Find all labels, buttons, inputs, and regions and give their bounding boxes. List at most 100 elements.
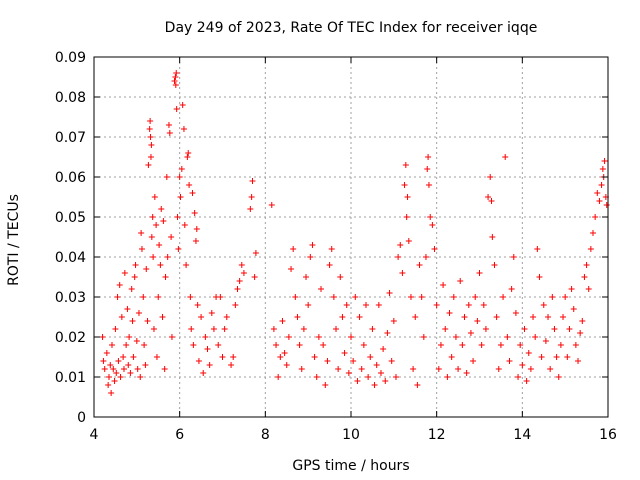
data-point bbox=[194, 302, 201, 308]
x-axis-title: GPS time / hours bbox=[292, 458, 409, 474]
data-point bbox=[99, 334, 106, 340]
data-point bbox=[252, 250, 259, 256]
data-point bbox=[183, 262, 190, 268]
data-point bbox=[318, 286, 325, 292]
data-points bbox=[99, 70, 610, 396]
data-point bbox=[337, 274, 344, 280]
data-point bbox=[373, 362, 380, 368]
data-point bbox=[188, 326, 195, 332]
data-point bbox=[566, 326, 573, 332]
data-point bbox=[386, 290, 393, 296]
data-point bbox=[587, 246, 594, 252]
data-point bbox=[515, 374, 522, 380]
data-point bbox=[168, 334, 175, 340]
data-point bbox=[506, 358, 513, 364]
data-point bbox=[521, 326, 528, 332]
data-point bbox=[187, 294, 194, 300]
data-point bbox=[164, 254, 171, 260]
data-point bbox=[281, 350, 288, 356]
y-tick-label: 0.05 bbox=[55, 210, 86, 226]
data-point bbox=[592, 214, 599, 220]
data-point bbox=[238, 262, 245, 268]
data-point bbox=[512, 310, 519, 316]
data-point bbox=[487, 174, 494, 180]
data-point bbox=[305, 302, 312, 308]
data-point bbox=[174, 214, 181, 220]
data-point bbox=[120, 354, 127, 360]
data-point bbox=[179, 102, 186, 108]
data-point bbox=[184, 154, 191, 160]
data-point bbox=[579, 318, 586, 324]
data-point bbox=[562, 294, 569, 300]
data-point bbox=[377, 370, 384, 376]
data-point bbox=[538, 354, 545, 360]
data-point bbox=[427, 214, 434, 220]
data-point bbox=[270, 326, 277, 332]
data-point bbox=[113, 370, 120, 376]
data-point bbox=[365, 374, 372, 380]
data-point bbox=[335, 366, 342, 372]
data-point bbox=[333, 326, 340, 332]
data-point bbox=[124, 306, 131, 312]
data-point bbox=[206, 362, 213, 368]
data-point bbox=[195, 358, 202, 364]
data-point bbox=[165, 122, 172, 128]
data-point bbox=[123, 342, 130, 348]
data-point bbox=[345, 370, 352, 376]
data-point bbox=[547, 366, 554, 372]
data-point bbox=[221, 326, 228, 332]
data-point bbox=[135, 310, 142, 316]
data-point bbox=[598, 182, 605, 188]
x-tick-label: 12 bbox=[428, 427, 446, 443]
data-point bbox=[176, 174, 183, 180]
data-point bbox=[437, 342, 444, 348]
data-point bbox=[313, 374, 320, 380]
data-point bbox=[273, 342, 280, 348]
data-point bbox=[500, 294, 507, 300]
data-point bbox=[488, 198, 495, 204]
data-point bbox=[236, 278, 243, 284]
data-point bbox=[178, 166, 185, 172]
data-point bbox=[527, 366, 534, 372]
data-point bbox=[283, 362, 290, 368]
data-point bbox=[551, 326, 558, 332]
data-point bbox=[121, 270, 128, 276]
data-point bbox=[502, 154, 509, 160]
data-point bbox=[403, 214, 410, 220]
data-point bbox=[455, 366, 462, 372]
data-point bbox=[402, 162, 409, 168]
data-point bbox=[268, 202, 275, 208]
data-point bbox=[360, 342, 367, 348]
data-point bbox=[159, 314, 166, 320]
data-point bbox=[422, 254, 429, 260]
data-point bbox=[407, 294, 414, 300]
data-point bbox=[230, 354, 237, 360]
x-tick-label: 4 bbox=[90, 427, 99, 443]
data-point bbox=[560, 314, 567, 320]
data-point bbox=[145, 162, 152, 168]
data-point bbox=[148, 234, 155, 240]
data-point bbox=[160, 218, 167, 224]
data-point bbox=[444, 374, 451, 380]
data-point bbox=[485, 194, 492, 200]
data-point bbox=[414, 382, 421, 388]
data-point bbox=[459, 342, 466, 348]
x-tick-label: 16 bbox=[599, 427, 617, 443]
data-point bbox=[148, 142, 155, 148]
data-point bbox=[217, 294, 224, 300]
data-point bbox=[251, 274, 258, 280]
data-point bbox=[150, 326, 157, 332]
data-point bbox=[440, 282, 447, 288]
data-point bbox=[467, 330, 474, 336]
data-point bbox=[111, 378, 118, 384]
data-point bbox=[354, 378, 361, 384]
data-point bbox=[298, 366, 305, 372]
data-point bbox=[555, 374, 562, 380]
data-point bbox=[110, 366, 117, 372]
data-point bbox=[232, 302, 239, 308]
data-point bbox=[219, 354, 226, 360]
data-point bbox=[144, 318, 151, 324]
y-tick-label: 0.06 bbox=[55, 170, 86, 186]
data-point bbox=[200, 370, 207, 376]
data-point bbox=[126, 334, 133, 340]
